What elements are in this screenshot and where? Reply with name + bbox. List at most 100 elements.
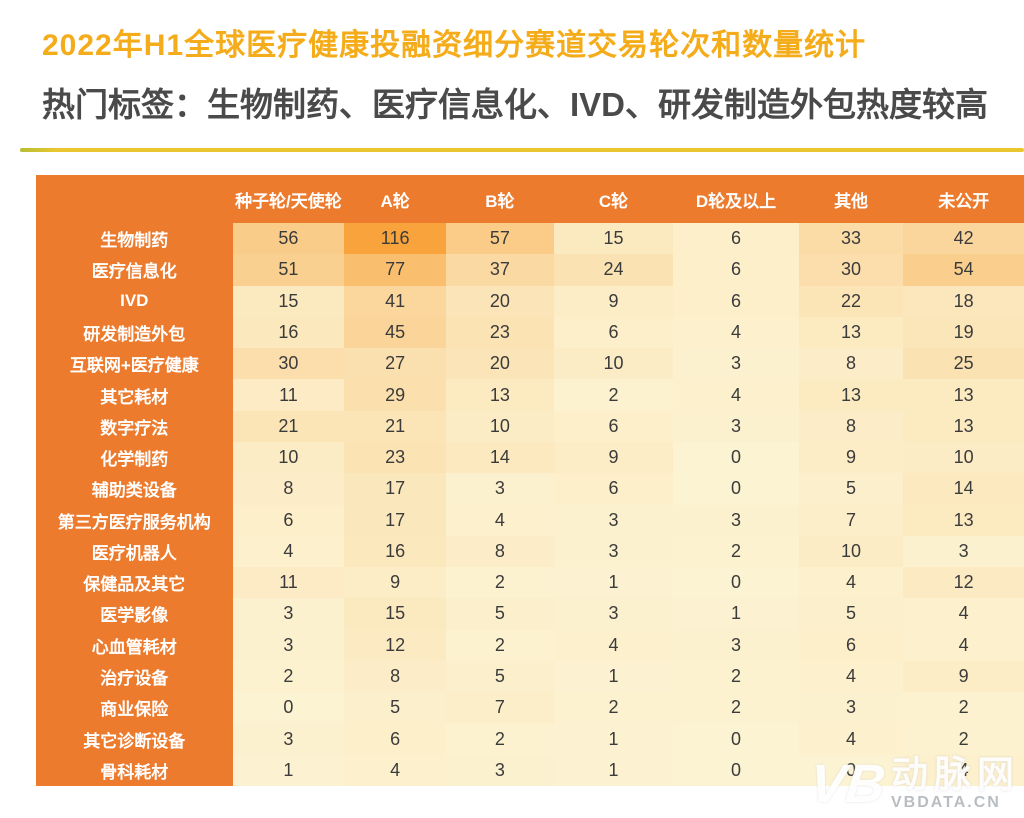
value-cell: 13 <box>798 316 904 349</box>
value-cell: 4 <box>344 754 446 786</box>
value-cell: 1 <box>232 754 345 786</box>
value-cell: 9 <box>344 567 446 599</box>
value-cell: 13 <box>903 379 1024 411</box>
value-cell: 21 <box>232 410 345 442</box>
value-cell: 5 <box>446 660 554 693</box>
value-cell: 33 <box>798 223 904 255</box>
value-cell: 2 <box>553 379 674 411</box>
value-cell: 4 <box>446 504 554 536</box>
value-cell: 10 <box>446 410 554 442</box>
value-cell: 3 <box>446 754 554 786</box>
row-label: 互联网+医疗健康 <box>36 348 233 380</box>
value-cell: 54 <box>903 254 1024 286</box>
value-cell: 6 <box>344 723 446 755</box>
value-cell: 41 <box>344 285 446 317</box>
value-cell: 13 <box>446 379 554 411</box>
value-cell: 6 <box>553 316 674 349</box>
value-cell: 1 <box>553 754 674 786</box>
value-cell: 77 <box>344 254 446 286</box>
value-cell: 20 <box>446 348 554 380</box>
watermark-domain: VBDATA.CN <box>891 794 1001 811</box>
value-cell: 3 <box>673 504 799 536</box>
value-cell: 2 <box>446 567 554 599</box>
value-cell: 3 <box>553 535 674 568</box>
row-label: 其它耗材 <box>36 379 233 411</box>
value-cell: 9 <box>798 441 904 474</box>
value-cell: 2 <box>903 692 1024 724</box>
value-cell: 15 <box>344 598 446 630</box>
value-cell: 0 <box>798 754 904 786</box>
row-label: 医疗信息化 <box>36 254 233 286</box>
value-cell: 30 <box>798 254 904 286</box>
column-header: C轮 <box>553 175 674 223</box>
value-cell: 3 <box>232 598 345 630</box>
row-label: 治疗设备 <box>36 660 233 693</box>
value-cell: 45 <box>344 316 446 349</box>
row-label: 医疗机器人 <box>36 535 233 568</box>
value-cell: 3 <box>553 504 674 536</box>
value-cell: 2 <box>446 629 554 661</box>
value-cell: 4 <box>903 754 1024 786</box>
value-cell: 6 <box>553 410 674 442</box>
row-label: 心血管耗材 <box>36 629 233 661</box>
column-header: D轮及以上 <box>673 175 799 223</box>
value-cell: 4 <box>903 598 1024 630</box>
value-cell: 4 <box>673 316 799 349</box>
row-label: 化学制药 <box>36 441 233 474</box>
value-cell: 11 <box>232 567 345 599</box>
column-header: 未公开 <box>903 175 1024 223</box>
value-cell: 0 <box>673 473 799 505</box>
value-cell: 17 <box>344 473 446 505</box>
row-label: 其它诊断设备 <box>36 723 233 755</box>
value-cell: 6 <box>673 223 799 255</box>
value-cell: 7 <box>798 504 904 536</box>
value-cell: 11 <box>232 379 345 411</box>
rounds-heatmap-table: 种子轮/天使轮 A轮 B轮 C轮 D轮及以上 其他 未公开 生物制药 56 116 57 15 6 33 4… <box>36 175 1024 786</box>
row-label: 数字疗法 <box>36 410 233 442</box>
value-cell: 3 <box>553 598 674 630</box>
value-cell: 14 <box>446 441 554 474</box>
vbdata-watermark-logo: VB 动脉网 VBDATA.CN <box>807 754 1020 814</box>
value-cell: 30 <box>232 348 345 380</box>
value-cell: 3 <box>232 723 345 755</box>
value-cell: 19 <box>903 316 1024 349</box>
column-header: B轮 <box>446 175 554 223</box>
value-cell: 6 <box>673 285 799 317</box>
value-cell: 3 <box>798 692 904 724</box>
value-cell: 4 <box>673 379 799 411</box>
value-cell: 56 <box>232 223 345 255</box>
value-cell: 37 <box>446 254 554 286</box>
value-cell: 3 <box>673 410 799 442</box>
value-cell: 42 <box>903 223 1024 255</box>
column-header: 其他 <box>798 175 904 223</box>
value-cell: 13 <box>903 410 1024 442</box>
value-cell: 9 <box>553 285 674 317</box>
value-cell: 20 <box>446 285 554 317</box>
value-cell: 2 <box>903 723 1024 755</box>
page-title: 2022年H1全球医疗健康投融资细分赛道交易轮次和数量统计 <box>42 29 867 62</box>
value-cell: 3 <box>903 535 1024 568</box>
value-cell: 1 <box>553 660 674 693</box>
value-cell: 10 <box>232 441 345 474</box>
row-label: 辅助类设备 <box>36 473 233 505</box>
value-cell: 12 <box>903 567 1024 599</box>
value-cell: 25 <box>903 348 1024 380</box>
value-cell: 0 <box>232 692 345 724</box>
value-cell: 4 <box>798 660 904 693</box>
value-cell: 2 <box>446 723 554 755</box>
column-header: A轮 <box>344 175 446 223</box>
value-cell: 0 <box>673 754 799 786</box>
value-cell: 12 <box>344 629 446 661</box>
value-cell: 0 <box>673 441 799 474</box>
value-cell: 1 <box>553 723 674 755</box>
value-cell: 3 <box>446 473 554 505</box>
row-label: 生物制药 <box>36 223 233 255</box>
value-cell: 57 <box>446 223 554 255</box>
value-cell: 6 <box>798 629 904 661</box>
value-cell: 18 <box>903 285 1024 317</box>
row-label: 商业保险 <box>36 692 233 724</box>
column-header: 种子轮/天使轮 <box>232 175 345 223</box>
value-cell: 5 <box>798 473 904 505</box>
value-cell: 23 <box>344 441 446 474</box>
value-cell: 10 <box>903 441 1024 474</box>
